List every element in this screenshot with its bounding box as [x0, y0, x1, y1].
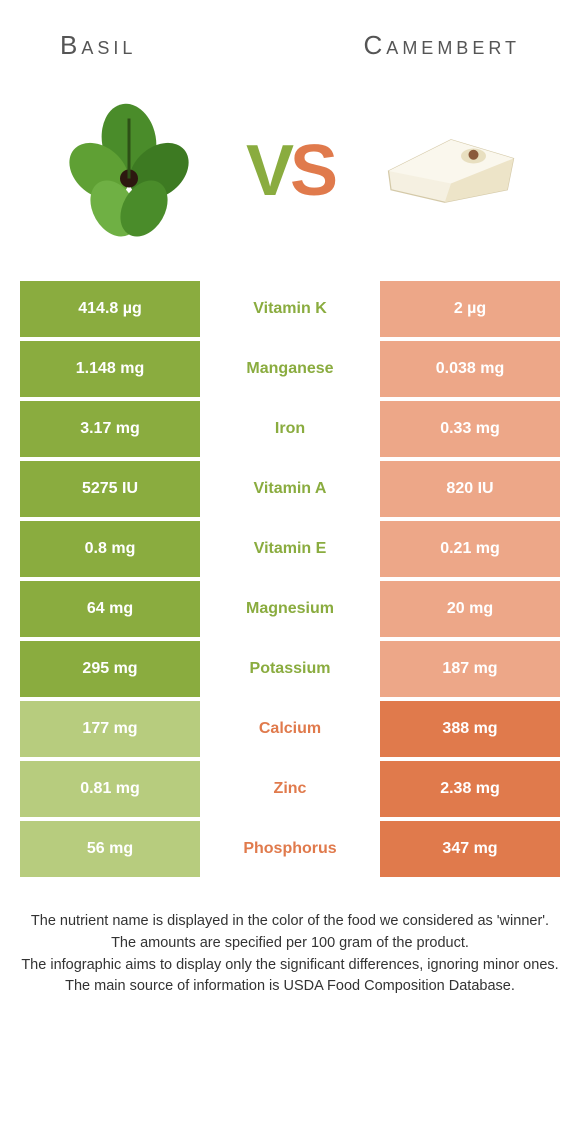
value-a: 1.148 mg — [20, 341, 200, 397]
nutrient-row: 0.81 mgZinc2.38 mg — [20, 761, 560, 817]
nutrient-name: Vitamin K — [200, 281, 380, 337]
value-b: 0.038 mg — [380, 341, 560, 397]
basil-image — [49, 91, 209, 251]
nutrient-name: Manganese — [200, 341, 380, 397]
value-b: 2.38 mg — [380, 761, 560, 817]
nutrient-row: 414.8 µgVitamin K2 µg — [20, 281, 560, 337]
caption-line: The main source of information is USDA F… — [20, 976, 560, 998]
value-a: 295 mg — [20, 641, 200, 697]
value-a: 414.8 µg — [20, 281, 200, 337]
vs-label: VS — [246, 130, 334, 212]
nutrient-table: 414.8 µgVitamin K2 µg1.148 mgManganese0.… — [20, 281, 560, 877]
nutrient-row: 295 mgPotassium187 mg — [20, 641, 560, 697]
caption-line: The nutrient name is displayed in the co… — [20, 911, 560, 933]
nutrient-row: 56 mgPhosphorus347 mg — [20, 821, 560, 877]
nutrient-row: 0.8 mgVitamin E0.21 mg — [20, 521, 560, 577]
nutrient-row: 177 mgCalcium388 mg — [20, 701, 560, 757]
nutrient-row: 1.148 mgManganese0.038 mg — [20, 341, 560, 397]
value-b: 0.21 mg — [380, 521, 560, 577]
value-b: 2 µg — [380, 281, 560, 337]
value-b: 388 mg — [380, 701, 560, 757]
food-a-title: Basil — [60, 30, 136, 61]
nutrient-name: Phosphorus — [200, 821, 380, 877]
nutrient-name: Iron — [200, 401, 380, 457]
value-b: 20 mg — [380, 581, 560, 637]
value-b: 820 IU — [380, 461, 560, 517]
nutrient-name: Zinc — [200, 761, 380, 817]
titles-row: Basil Camembert — [0, 0, 580, 81]
nutrient-row: 3.17 mgIron0.33 mg — [20, 401, 560, 457]
nutrient-row: 64 mgMagnesium20 mg — [20, 581, 560, 637]
nutrient-name: Vitamin E — [200, 521, 380, 577]
nutrient-name: Calcium — [200, 701, 380, 757]
caption-line: The infographic aims to display only the… — [20, 955, 560, 977]
nutrient-name: Magnesium — [200, 581, 380, 637]
value-a: 56 mg — [20, 821, 200, 877]
value-a: 5275 IU — [20, 461, 200, 517]
images-row: VS — [0, 81, 580, 281]
value-b: 347 mg — [380, 821, 560, 877]
camembert-image — [371, 91, 531, 251]
food-b-title: Camembert — [364, 30, 520, 61]
nutrient-name: Potassium — [200, 641, 380, 697]
value-a: 3.17 mg — [20, 401, 200, 457]
infographic-container: Basil Camembert VS — [0, 0, 580, 998]
caption-block: The nutrient name is displayed in the co… — [0, 881, 580, 998]
value-b: 187 mg — [380, 641, 560, 697]
cheese-icon — [376, 121, 526, 221]
value-b: 0.33 mg — [380, 401, 560, 457]
nutrient-name: Vitamin A — [200, 461, 380, 517]
vs-v: V — [246, 131, 290, 211]
basil-icon — [54, 96, 204, 246]
value-a: 0.8 mg — [20, 521, 200, 577]
value-a: 177 mg — [20, 701, 200, 757]
value-a: 64 mg — [20, 581, 200, 637]
vs-s: S — [290, 131, 334, 211]
nutrient-row: 5275 IUVitamin A820 IU — [20, 461, 560, 517]
caption-line: The amounts are specified per 100 gram o… — [20, 933, 560, 955]
value-a: 0.81 mg — [20, 761, 200, 817]
